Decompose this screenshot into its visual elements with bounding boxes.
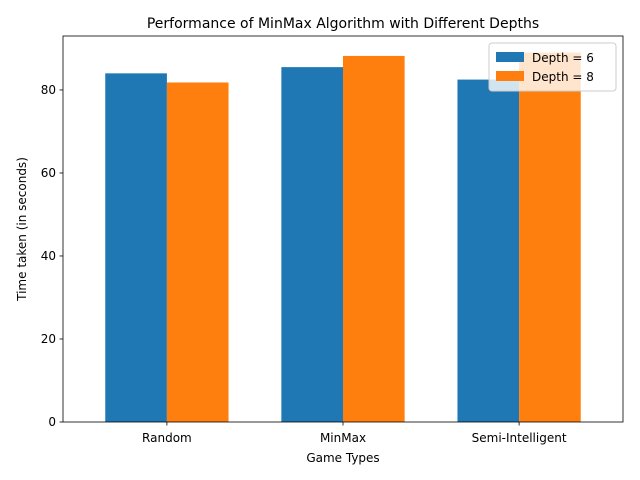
x-tick-label: MinMax [320,431,366,445]
chart-title: Performance of MinMax Algorithm with Dif… [147,16,539,32]
bar-random-series-2 [166,82,229,422]
bar-semi-intelligent-series-2 [519,52,581,423]
legend-label-series-1: Depth = 6 [532,51,594,65]
legend: Depth = 6 Depth = 8 [488,42,617,92]
x-axis-label: Game Types [306,451,379,465]
y-axis-label: Time taken (in seconds) [15,157,29,302]
legend-swatch-series-1 [496,52,524,62]
y-tick-label: 0 [48,415,56,429]
bar-semi-intelligent-series-1 [457,79,520,423]
legend-label-series-2: Depth = 8 [532,70,594,84]
bar-random-series-1 [105,73,167,423]
bars-group [105,52,581,423]
x-tick-label: Semi-Intelligent [472,431,567,445]
y-tick-label: 20 [41,332,56,346]
axes-group: 0 20 40 60 80 Random MinMax Semi-Intelligent [41,35,624,445]
bar-minmax-series-1 [281,67,343,423]
y-tick-label: 40 [41,249,56,263]
x-tick-label: Random [142,431,192,445]
bar-minmax-series-2 [343,55,405,423]
y-tick-label: 80 [41,83,56,97]
legend-swatch-series-2 [496,71,524,81]
y-tick-label: 60 [41,166,56,180]
